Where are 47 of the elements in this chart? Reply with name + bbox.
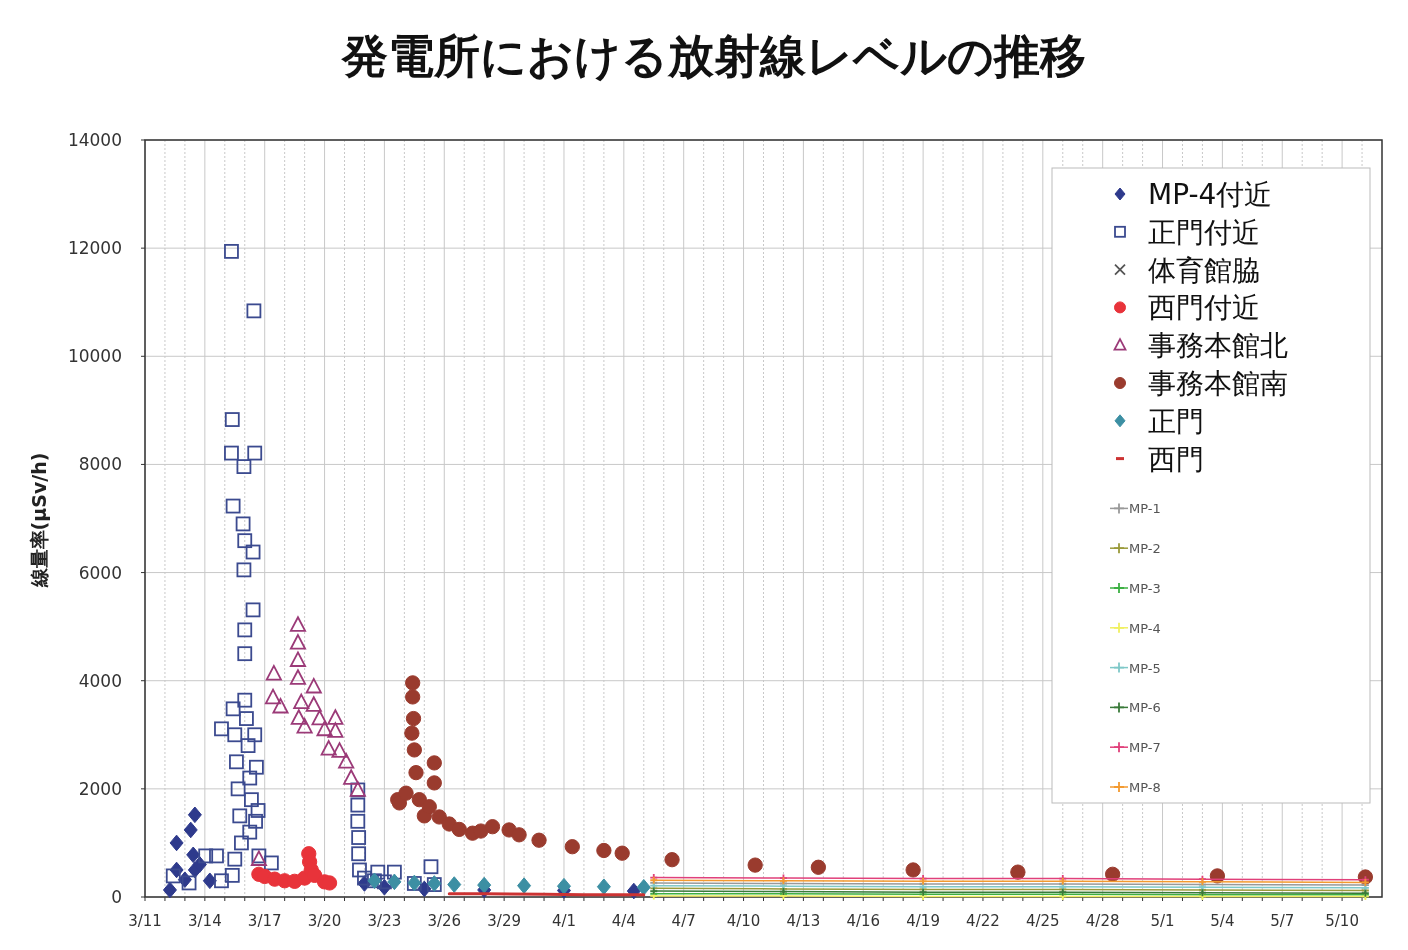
x-tick-label: 3/17 bbox=[247, 912, 282, 930]
legend-label: 事務本館北 bbox=[1148, 329, 1288, 363]
x-tick-label: 3/11 bbox=[128, 912, 162, 930]
legend-label: 正門付近 bbox=[1148, 215, 1260, 249]
legend-label: 西門 bbox=[1148, 442, 1204, 476]
x-tick-label: 4/10 bbox=[726, 912, 761, 930]
y-tick-label: 12000 bbox=[67, 238, 122, 259]
legend-label: 体育館脇 bbox=[1148, 253, 1260, 287]
x-tick-label: 4/7 bbox=[671, 912, 696, 930]
legend-label: MP-4 bbox=[1129, 620, 1161, 636]
x-tick-label: 4/28 bbox=[1085, 912, 1120, 930]
y-tick-label: 0 bbox=[111, 887, 122, 907]
legend-label: MP-8 bbox=[1129, 780, 1161, 795]
x-tick-label: 3/29 bbox=[487, 912, 521, 930]
x-tick-label: 4/1 bbox=[551, 912, 577, 930]
y-tick-label: 8000 bbox=[78, 454, 122, 475]
x-tick-label: 4/25 bbox=[1025, 912, 1060, 930]
legend-label: MP-5 bbox=[1129, 660, 1161, 676]
legend-label: 正門 bbox=[1148, 404, 1204, 438]
legend-label: 西門付近 bbox=[1148, 291, 1260, 325]
chart-title: 発電所における放射線レベルの推移 bbox=[341, 29, 1086, 83]
legend-label: MP-2 bbox=[1129, 541, 1161, 557]
x-tick-label: 5/7 bbox=[1270, 912, 1295, 930]
x-tick-label: 5/1 bbox=[1150, 912, 1175, 930]
legend-label: MP-1 bbox=[1129, 501, 1161, 517]
x-tick-label: 4/19 bbox=[906, 912, 940, 930]
legend-label: MP-6 bbox=[1129, 700, 1161, 716]
x-tick-label: 5/10 bbox=[1325, 912, 1359, 930]
legend-label: 事務本館南 bbox=[1148, 367, 1288, 400]
legend-label: MP-4付近 bbox=[1148, 178, 1273, 211]
x-tick-label: 3/23 bbox=[367, 912, 402, 930]
y-tick-label: 6000 bbox=[78, 562, 122, 583]
legend-label: MP-3 bbox=[1129, 581, 1161, 596]
x-tick-label: 4/4 bbox=[611, 912, 636, 930]
x-tick-label: 3/14 bbox=[188, 912, 222, 930]
y-tick-label: 14000 bbox=[67, 130, 122, 150]
x-tick-label: 3/26 bbox=[427, 912, 462, 930]
y-tick-label: 10000 bbox=[67, 346, 122, 367]
y-tick-label: 2000 bbox=[78, 778, 122, 799]
y-axis-title: 線量率(μSv/h) bbox=[28, 452, 50, 589]
x-tick-label: 5/4 bbox=[1210, 912, 1235, 930]
x-tick-label: 3/20 bbox=[307, 912, 342, 930]
legend-label: MP-7 bbox=[1129, 740, 1161, 756]
x-tick-label: 4/13 bbox=[786, 912, 821, 930]
y-tick-label: 4000 bbox=[78, 670, 122, 691]
x-tick-label: 4/16 bbox=[846, 912, 881, 930]
x-tick-label: 4/22 bbox=[966, 912, 1000, 930]
